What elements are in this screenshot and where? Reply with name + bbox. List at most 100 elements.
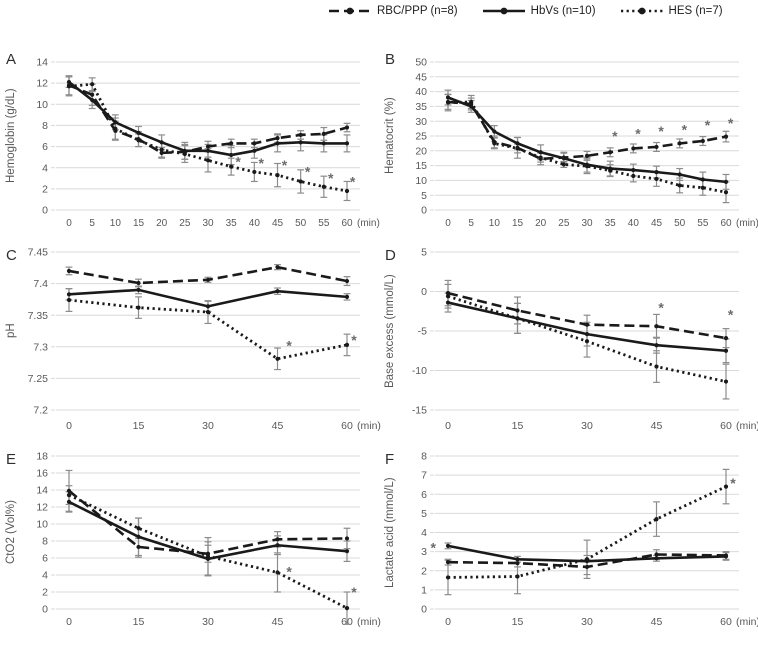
svg-text:12: 12	[36, 78, 48, 90]
svg-text:45: 45	[272, 616, 284, 628]
svg-text:7.3: 7.3	[33, 341, 48, 353]
dashed-line-circle-marker-icon	[329, 7, 371, 15]
svg-text:14: 14	[36, 485, 48, 497]
legend-label: HES (n=7)	[668, 5, 723, 17]
svg-text:*: *	[235, 153, 241, 169]
svg-text:10: 10	[110, 218, 122, 229]
svg-text:0: 0	[66, 218, 72, 229]
legend-item-rbc-ppp: RBC/PPP (n=8)	[328, 5, 458, 17]
svg-text:10: 10	[489, 218, 501, 229]
svg-text:45: 45	[651, 218, 663, 229]
svg-text:0: 0	[66, 420, 72, 432]
panel-e: E CtO2 (Vol%) 0 2 4 6 8 10 12 14 16 18 0 15 30 45 60 (m…	[0, 442, 381, 653]
svg-text:5: 5	[421, 508, 427, 520]
panel-a: A Hemoglobin (g/dL) 0 2 4 6 8 10 12 14 0 5 10 15 20 2…	[0, 42, 380, 238]
panel-b: B Hematocrit (%) 0 5 10 15 20 25 30 35 40 45 50 0 5 1…	[379, 42, 758, 238]
svg-text:*: *	[612, 128, 618, 144]
svg-text:8: 8	[421, 451, 427, 463]
panel-f: F Lactate acid (mmol/L) 0 1 2 3 4 5 6 7 8 0 15 30 45…	[379, 442, 758, 653]
svg-text:7.25: 7.25	[28, 373, 49, 385]
svg-text:7: 7	[421, 470, 427, 482]
svg-text:7.4: 7.4	[33, 278, 48, 290]
svg-text:2: 2	[42, 587, 48, 599]
svg-text:*: *	[286, 338, 292, 354]
svg-text:(min): (min)	[736, 616, 758, 628]
svg-text:45: 45	[651, 616, 663, 628]
svg-text:25: 25	[558, 218, 570, 229]
panel-a-chart-canvas: 0 2 4 6 8 10 12 14 0 5 10 15 20 25 30 35 40 45 50 55 60 (min)…	[36, 57, 380, 229]
svg-text:2: 2	[421, 565, 427, 577]
svg-text:15: 15	[512, 420, 524, 432]
svg-text:-10: -10	[412, 365, 427, 377]
svg-text:40: 40	[249, 218, 261, 229]
panel-e-letter: E	[6, 451, 17, 468]
svg-text:(min): (min)	[736, 218, 758, 229]
svg-text:35: 35	[415, 101, 427, 113]
svg-text:20: 20	[156, 218, 168, 229]
panel-c: C pH 7.2 7.25 7.3 7.35 7.4 7.45 0 15 30 45 60 (min)…	[0, 238, 381, 440]
svg-text:25: 25	[415, 131, 427, 143]
svg-text:0: 0	[421, 604, 427, 616]
svg-text:30: 30	[581, 420, 593, 432]
svg-text:60: 60	[341, 218, 353, 229]
svg-text:4: 4	[421, 527, 427, 539]
svg-text:6: 6	[421, 489, 427, 501]
svg-text:50: 50	[295, 218, 307, 229]
svg-text:15: 15	[512, 616, 524, 628]
svg-text:*: *	[282, 157, 288, 173]
svg-text:0: 0	[42, 205, 48, 217]
panel-d: D Base excess (mmol/L) -15 -10 -5 0 5 0 15 30 45…	[379, 238, 758, 440]
svg-text:55: 55	[697, 218, 709, 229]
panel-e-y-axis-title: CtO2 (Vol%)	[5, 500, 17, 565]
svg-text:0: 0	[42, 604, 48, 616]
svg-text:60: 60	[720, 616, 732, 628]
svg-text:*: *	[730, 475, 736, 491]
svg-text:(min): (min)	[357, 218, 380, 229]
svg-text:*: *	[328, 170, 334, 186]
svg-text:4: 4	[42, 162, 48, 174]
svg-text:15: 15	[133, 218, 145, 229]
svg-text:2: 2	[42, 183, 48, 195]
svg-text:5: 5	[421, 190, 427, 202]
svg-text:50: 50	[674, 218, 686, 229]
svg-text:10: 10	[36, 519, 48, 531]
legend-label: RBC/PPP (n=8)	[377, 5, 458, 17]
svg-text:8: 8	[42, 120, 48, 132]
svg-text:30: 30	[202, 420, 214, 432]
panel-b-letter: B	[385, 51, 396, 68]
svg-text:*: *	[728, 307, 734, 323]
panel-a-letter: A	[6, 51, 17, 68]
panel-c-chart-canvas: 7.2 7.25 7.3 7.35 7.4 7.45 0 15 30 45 60 (min) * *	[28, 247, 381, 432]
svg-text:*: *	[705, 117, 711, 133]
svg-text:10: 10	[36, 99, 48, 111]
svg-text:5: 5	[421, 247, 427, 259]
legend-item-hbvs: HbVs (n=10)	[482, 5, 596, 17]
svg-text:18: 18	[36, 451, 48, 463]
svg-text:*: *	[635, 125, 641, 141]
svg-text:45: 45	[415, 71, 427, 83]
svg-text:5: 5	[89, 218, 95, 229]
svg-text:15: 15	[415, 160, 427, 172]
svg-text:0: 0	[66, 616, 72, 628]
panel-c-y-axis-title: pH	[5, 323, 17, 339]
svg-text:60: 60	[720, 420, 732, 432]
svg-text:7.2: 7.2	[33, 405, 48, 417]
panel-b-y-axis-title: Hematocrit (%)	[384, 97, 396, 175]
svg-text:0: 0	[445, 616, 451, 628]
svg-text:10: 10	[415, 175, 427, 187]
panel-c-letter: C	[6, 247, 17, 264]
svg-text:-15: -15	[412, 405, 427, 417]
panel-d-chart-canvas: -15 -10 -5 0 5 0 15 30 45 60 (min) * *	[412, 247, 758, 432]
svg-text:*: *	[350, 173, 356, 189]
svg-text:0: 0	[445, 218, 451, 229]
svg-text:*: *	[286, 564, 292, 580]
svg-text:*: *	[658, 123, 664, 139]
legend-item-hes: HES (n=7)	[620, 5, 723, 17]
svg-text:1: 1	[421, 584, 427, 596]
svg-text:*: *	[430, 539, 436, 555]
panel-a-y-axis-title: Hemoglobin (g/dL)	[5, 88, 17, 184]
svg-text:*: *	[728, 115, 734, 131]
svg-text:15: 15	[133, 420, 145, 432]
svg-text:*: *	[682, 121, 688, 137]
